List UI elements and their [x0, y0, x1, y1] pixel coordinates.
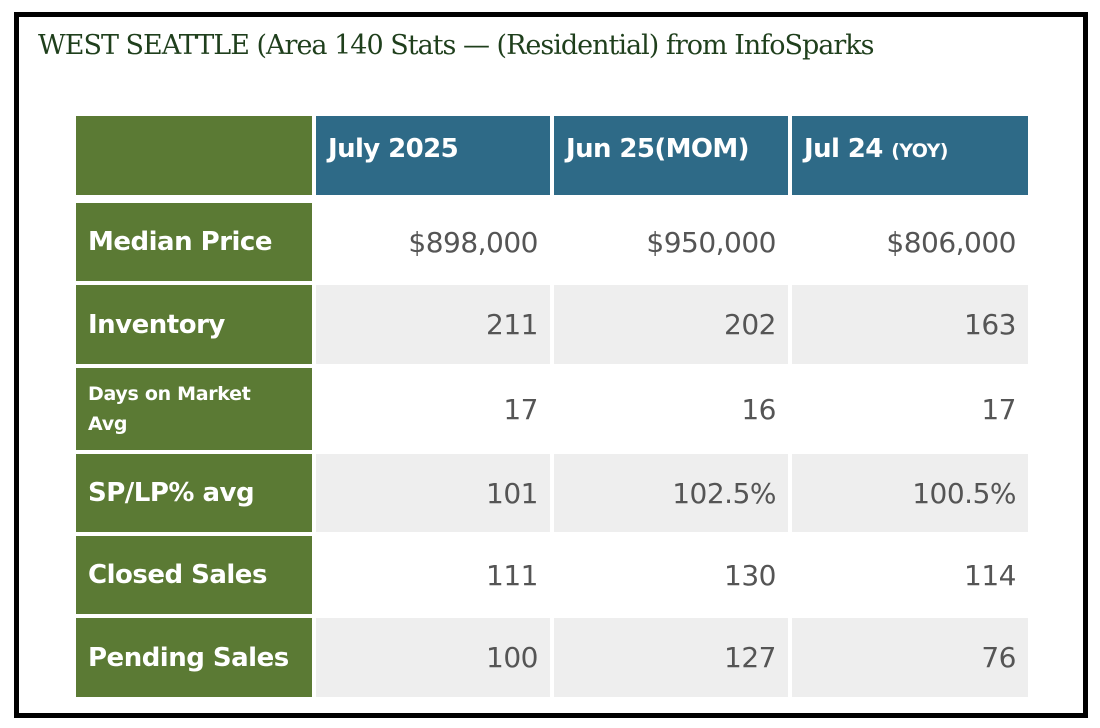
- table-cell: 76: [792, 618, 1028, 697]
- column-header-july-2025: July 2025: [316, 116, 550, 195]
- row-label-sp-lp-avg: SP/LP% avg: [76, 454, 312, 532]
- column-header-jul-24-yoy: Jul 24 (YOY): [792, 116, 1028, 195]
- page-title: WEST SEATTLE (Area 140 Stats — (Resident…: [38, 30, 875, 61]
- table-cell: 102.5%: [554, 454, 788, 532]
- table-cell: $806,000: [792, 203, 1028, 281]
- column-header-label: July 2025: [328, 134, 459, 164]
- table-cell: 127: [554, 618, 788, 697]
- row-label-pending-sales: Pending Sales: [76, 618, 312, 697]
- column-header-label: Jun 25(MOM): [566, 134, 750, 164]
- table-cell: 202: [554, 285, 788, 364]
- column-header-label: Jul 24: [804, 134, 892, 164]
- table-cell: 211: [316, 285, 550, 364]
- table-cell: 111: [316, 536, 550, 614]
- column-header-suffix: (YOY): [891, 140, 948, 162]
- row-label-median-price: Median Price: [76, 203, 312, 281]
- table-cell: 17: [316, 368, 550, 450]
- table-cell: $950,000: [554, 203, 788, 281]
- table-cell: 114: [792, 536, 1028, 614]
- table-cell: 17: [792, 368, 1028, 450]
- table-cell: $898,000: [316, 203, 550, 281]
- table-cell: 101: [316, 454, 550, 532]
- row-label-inventory: Inventory: [76, 285, 312, 364]
- table-cell: 100: [316, 618, 550, 697]
- row-label-closed-sales: Closed Sales: [76, 536, 312, 614]
- table-cell: 100.5%: [792, 454, 1028, 532]
- row-label-days-on-market: Days on Market Avg: [76, 368, 312, 450]
- table-corner: [76, 116, 312, 195]
- table-cell: 16: [554, 368, 788, 450]
- table-cell: 130: [554, 536, 788, 614]
- table-cell: 163: [792, 285, 1028, 364]
- column-header-jun-25-mom: Jun 25(MOM): [554, 116, 788, 195]
